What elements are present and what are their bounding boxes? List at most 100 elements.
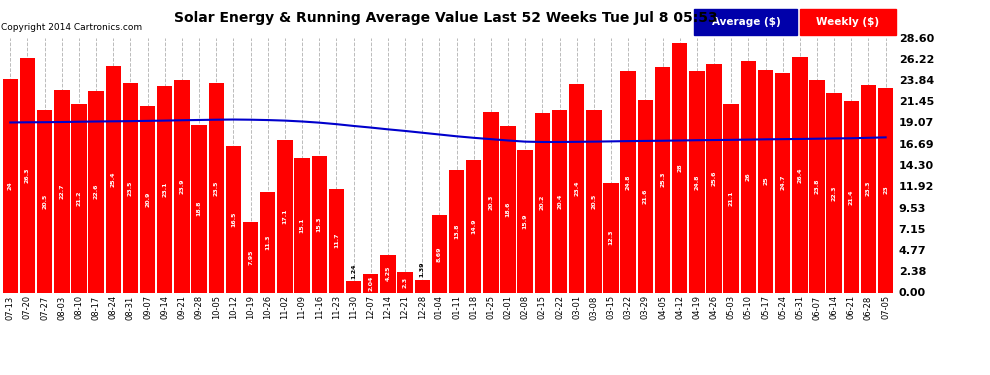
Text: Weekly ($): Weekly ($)	[817, 17, 879, 27]
Text: 23.4: 23.4	[574, 180, 579, 196]
Text: 26.3: 26.3	[25, 167, 30, 183]
Text: 22.6: 22.6	[94, 184, 99, 200]
Bar	[174, 80, 190, 292]
Text: 23: 23	[883, 186, 888, 195]
Text: 17.1: 17.1	[282, 209, 287, 224]
Bar	[329, 189, 345, 292]
Bar	[483, 112, 499, 292]
Bar	[757, 70, 773, 292]
Bar	[71, 104, 87, 292]
Bar	[535, 113, 550, 292]
Bar	[827, 93, 842, 292]
Text: 26.4: 26.4	[797, 167, 802, 183]
Text: 22.3: 22.3	[832, 185, 837, 201]
Text: 14.9: 14.9	[471, 219, 476, 234]
Text: 24.8: 24.8	[626, 174, 631, 189]
Bar	[518, 150, 533, 292]
Bar	[448, 170, 464, 292]
Bar	[191, 125, 207, 292]
Text: 2.04: 2.04	[368, 276, 373, 291]
Text: 23.8: 23.8	[815, 178, 820, 194]
Bar	[88, 91, 104, 292]
Text: 18.6: 18.6	[506, 202, 511, 217]
Bar	[792, 57, 808, 292]
Text: 23.1: 23.1	[162, 182, 167, 197]
Bar	[157, 86, 172, 292]
Text: 25: 25	[763, 177, 768, 185]
FancyBboxPatch shape	[694, 9, 797, 35]
Text: 20.5: 20.5	[591, 194, 596, 209]
Text: 21.2: 21.2	[76, 190, 81, 206]
Bar	[878, 88, 893, 292]
Bar	[466, 160, 481, 292]
Bar	[860, 85, 876, 292]
Text: 4.25: 4.25	[385, 266, 390, 281]
Bar	[741, 61, 756, 292]
Bar	[140, 106, 155, 292]
FancyBboxPatch shape	[800, 9, 896, 35]
Text: 16.5: 16.5	[231, 211, 236, 227]
Bar	[106, 66, 121, 292]
Bar	[724, 104, 739, 292]
Text: 28: 28	[677, 163, 682, 172]
Text: Average ($): Average ($)	[712, 17, 780, 27]
Bar	[346, 282, 361, 292]
Bar	[380, 255, 396, 292]
Text: 21.6: 21.6	[643, 189, 647, 204]
Bar	[432, 215, 447, 292]
Bar	[672, 43, 687, 292]
Bar	[20, 58, 36, 292]
Bar	[294, 158, 310, 292]
Text: 15.3: 15.3	[317, 216, 322, 232]
Text: 1.24: 1.24	[351, 263, 356, 279]
Text: 20.5: 20.5	[43, 194, 48, 209]
Bar	[621, 71, 636, 292]
Text: 8.69: 8.69	[437, 246, 442, 261]
Bar	[586, 110, 602, 292]
Text: 23.9: 23.9	[179, 178, 184, 194]
Text: 23.5: 23.5	[128, 180, 133, 196]
Bar	[260, 192, 275, 292]
Bar	[363, 274, 378, 292]
Text: 1.39: 1.39	[420, 262, 425, 278]
Bar	[312, 156, 327, 292]
Text: 20.3: 20.3	[488, 195, 493, 210]
Bar	[37, 110, 52, 292]
Text: Copyright 2014 Cartronics.com: Copyright 2014 Cartronics.com	[1, 23, 142, 32]
Text: 12.3: 12.3	[609, 230, 614, 245]
Text: 21.4: 21.4	[848, 189, 853, 205]
Text: 24.7: 24.7	[780, 175, 785, 190]
Text: 23.3: 23.3	[866, 181, 871, 196]
Text: 25.4: 25.4	[111, 171, 116, 187]
Bar	[415, 280, 430, 292]
Bar	[551, 110, 567, 292]
Text: 25.3: 25.3	[660, 172, 665, 187]
Bar	[603, 183, 619, 292]
Bar	[706, 64, 722, 292]
Text: 21.1: 21.1	[729, 190, 734, 206]
Text: Solar Energy & Running Average Value Last 52 Weeks Tue Jul 8 05:53: Solar Energy & Running Average Value Las…	[173, 11, 718, 25]
Bar	[226, 146, 242, 292]
Bar	[277, 140, 293, 292]
Bar	[54, 90, 69, 292]
Text: 20.9: 20.9	[146, 192, 150, 207]
Text: 20.2: 20.2	[540, 195, 545, 210]
Text: 13.8: 13.8	[454, 224, 459, 239]
Bar	[123, 83, 139, 292]
Text: 22.7: 22.7	[59, 184, 64, 199]
Text: 15.9: 15.9	[523, 214, 528, 229]
Bar	[809, 80, 825, 292]
Text: 11.3: 11.3	[265, 235, 270, 250]
Text: 11.7: 11.7	[334, 233, 339, 248]
Text: 23.5: 23.5	[214, 180, 219, 196]
Bar	[775, 72, 790, 292]
Text: 20.4: 20.4	[557, 194, 562, 209]
Text: 26: 26	[745, 172, 750, 181]
Bar	[500, 126, 516, 292]
Text: 15.1: 15.1	[300, 217, 305, 233]
Bar	[843, 101, 859, 292]
Bar	[209, 83, 224, 292]
Text: 24.8: 24.8	[694, 174, 699, 189]
Text: 25.6: 25.6	[712, 171, 717, 186]
Bar	[638, 100, 653, 292]
